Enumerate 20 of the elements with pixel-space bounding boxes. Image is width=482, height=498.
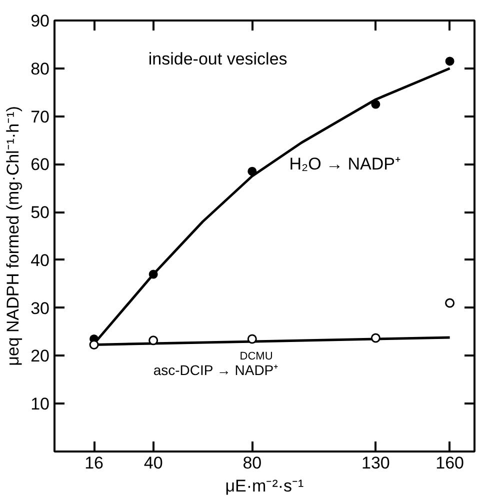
y-tick-label: 40 xyxy=(30,250,50,270)
y-tick-label: 90 xyxy=(30,12,50,30)
x-axis-title: μE·m⁻²·s⁻¹ xyxy=(225,476,304,496)
series-label: asc-DCIP → NADP⁺ xyxy=(153,362,279,378)
annotation: DCMU xyxy=(240,350,273,363)
x-tick-label: 80 xyxy=(242,454,262,472)
y-tick-label: 10 xyxy=(30,394,50,414)
series-label: H₂O → NADP⁺ xyxy=(289,154,401,174)
y-tick-label: 60 xyxy=(30,155,50,174)
annotation: inside-out vesicles xyxy=(148,49,288,68)
y-axis-title: μeq NADPH formed (mg·Chl⁻¹·h⁻¹) xyxy=(4,106,23,366)
x-tick-label: 16 xyxy=(84,454,104,472)
y-tick-label: 50 xyxy=(30,203,50,222)
y-tick-label: 70 xyxy=(30,107,50,126)
y-tick-label: 80 xyxy=(30,59,50,78)
x-tick-label: 160 xyxy=(436,454,464,472)
y-tick-label: 20 xyxy=(30,346,50,366)
x-tick-label: 130 xyxy=(361,454,390,472)
y-tick-label: 30 xyxy=(30,298,50,318)
x-tick-label: 40 xyxy=(144,454,163,472)
